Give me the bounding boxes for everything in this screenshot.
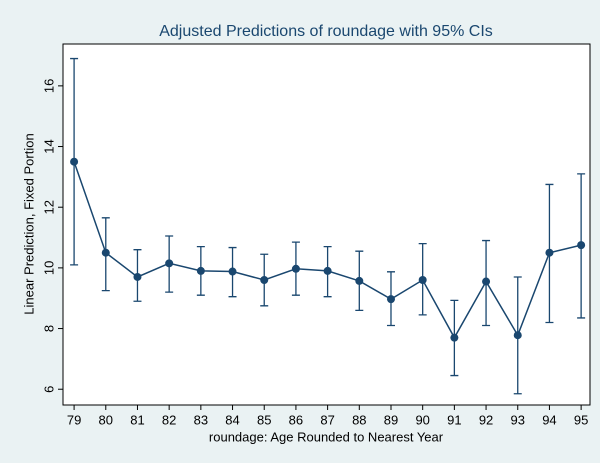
plot-area: [62, 43, 591, 406]
point: [450, 333, 459, 342]
x-tick-label: 89: [384, 412, 398, 427]
point: [291, 264, 300, 273]
point: [196, 266, 205, 275]
x-tick-label: 81: [130, 412, 144, 427]
point: [260, 276, 269, 285]
point: [133, 272, 142, 281]
y-tick-label: 16: [41, 79, 56, 93]
x-axis-label: roundage: Age Rounded to Nearest Year: [209, 429, 444, 444]
point: [386, 295, 395, 304]
point: [545, 248, 554, 257]
y-tick-label: 6: [41, 386, 56, 393]
x-tick-label: 83: [194, 412, 208, 427]
x-tick-label: 91: [447, 412, 461, 427]
point: [355, 276, 364, 285]
x-tick-label: 92: [479, 412, 493, 427]
point: [513, 331, 522, 340]
chart-title: Adjusted Predictions of roundage with 95…: [159, 23, 493, 40]
point: [70, 157, 79, 166]
x-tick-label: 95: [574, 412, 588, 427]
x-tick-label: 82: [162, 412, 176, 427]
point: [323, 266, 332, 275]
x-tick-label: 87: [320, 412, 334, 427]
x-tick-label: 88: [352, 412, 366, 427]
x-tick-label: 79: [67, 412, 81, 427]
x-tick-label: 90: [415, 412, 429, 427]
point: [418, 276, 427, 285]
x-tick-label: 93: [511, 412, 525, 427]
y-tick-label: 12: [41, 200, 56, 214]
x-tick-label: 80: [99, 412, 113, 427]
x-tick-label: 86: [289, 412, 303, 427]
y-tick-label: 8: [41, 325, 56, 332]
point: [165, 259, 174, 268]
x-tick-label: 85: [257, 412, 271, 427]
y-tick-label: 10: [41, 261, 56, 275]
x-tick-label: 84: [225, 412, 239, 427]
point: [577, 241, 586, 250]
y-axis-label: Linear Prediction, Fixed Portion: [21, 133, 36, 314]
x-tick-label: 94: [542, 412, 556, 427]
point: [101, 248, 110, 257]
y-tick-label: 14: [41, 139, 56, 153]
point: [482, 277, 491, 286]
point: [228, 267, 237, 276]
